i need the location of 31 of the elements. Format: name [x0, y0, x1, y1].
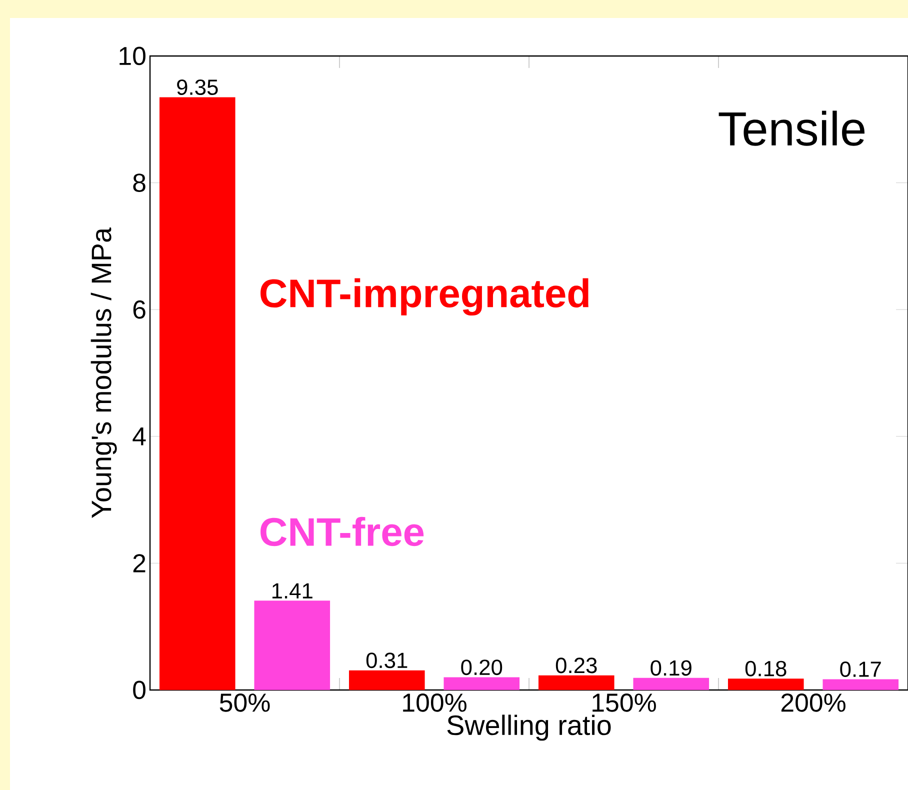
- series-label: CNT-free: [260, 516, 424, 546]
- bar: [538, 675, 614, 690]
- bar: [159, 97, 236, 690]
- x-axis-title: Swelling ratio: [447, 714, 611, 741]
- bar: [348, 670, 425, 690]
- series-label: CNT-impregnated: [260, 278, 588, 316]
- y-tick-label: 6: [133, 300, 146, 319]
- y-tick-label: 8: [133, 174, 146, 192]
- bar: [633, 678, 710, 690]
- data-label: 0.20: [461, 660, 502, 676]
- y-tick-label: 10: [120, 46, 146, 66]
- data-label: 0.18: [745, 660, 786, 676]
- data-label: 0.17: [840, 661, 881, 678]
- x-tick-label: 200%: [781, 693, 846, 712]
- bar: [728, 678, 804, 690]
- data-label: 0.31: [366, 652, 408, 668]
- data-label: 0.19: [650, 660, 692, 676]
- x-tick-label: 50%: [220, 693, 270, 712]
- data-label: 1.41: [272, 583, 312, 598]
- y-tick-label: 2: [133, 554, 146, 572]
- y-tick-label: 4: [132, 427, 146, 446]
- data-label: 0.23: [556, 658, 597, 674]
- x-tick-label: 100%: [403, 693, 466, 712]
- bar: [822, 679, 899, 690]
- x-tick-label: 150%: [592, 693, 656, 712]
- y-axis-title: Young's modulus / MPa: [90, 227, 117, 518]
- bar: [254, 600, 330, 690]
- annotation: Tensile: [718, 110, 864, 146]
- y-tick-label: 0: [133, 680, 146, 700]
- bar: [444, 677, 520, 690]
- data-label: 9.35: [177, 79, 218, 95]
